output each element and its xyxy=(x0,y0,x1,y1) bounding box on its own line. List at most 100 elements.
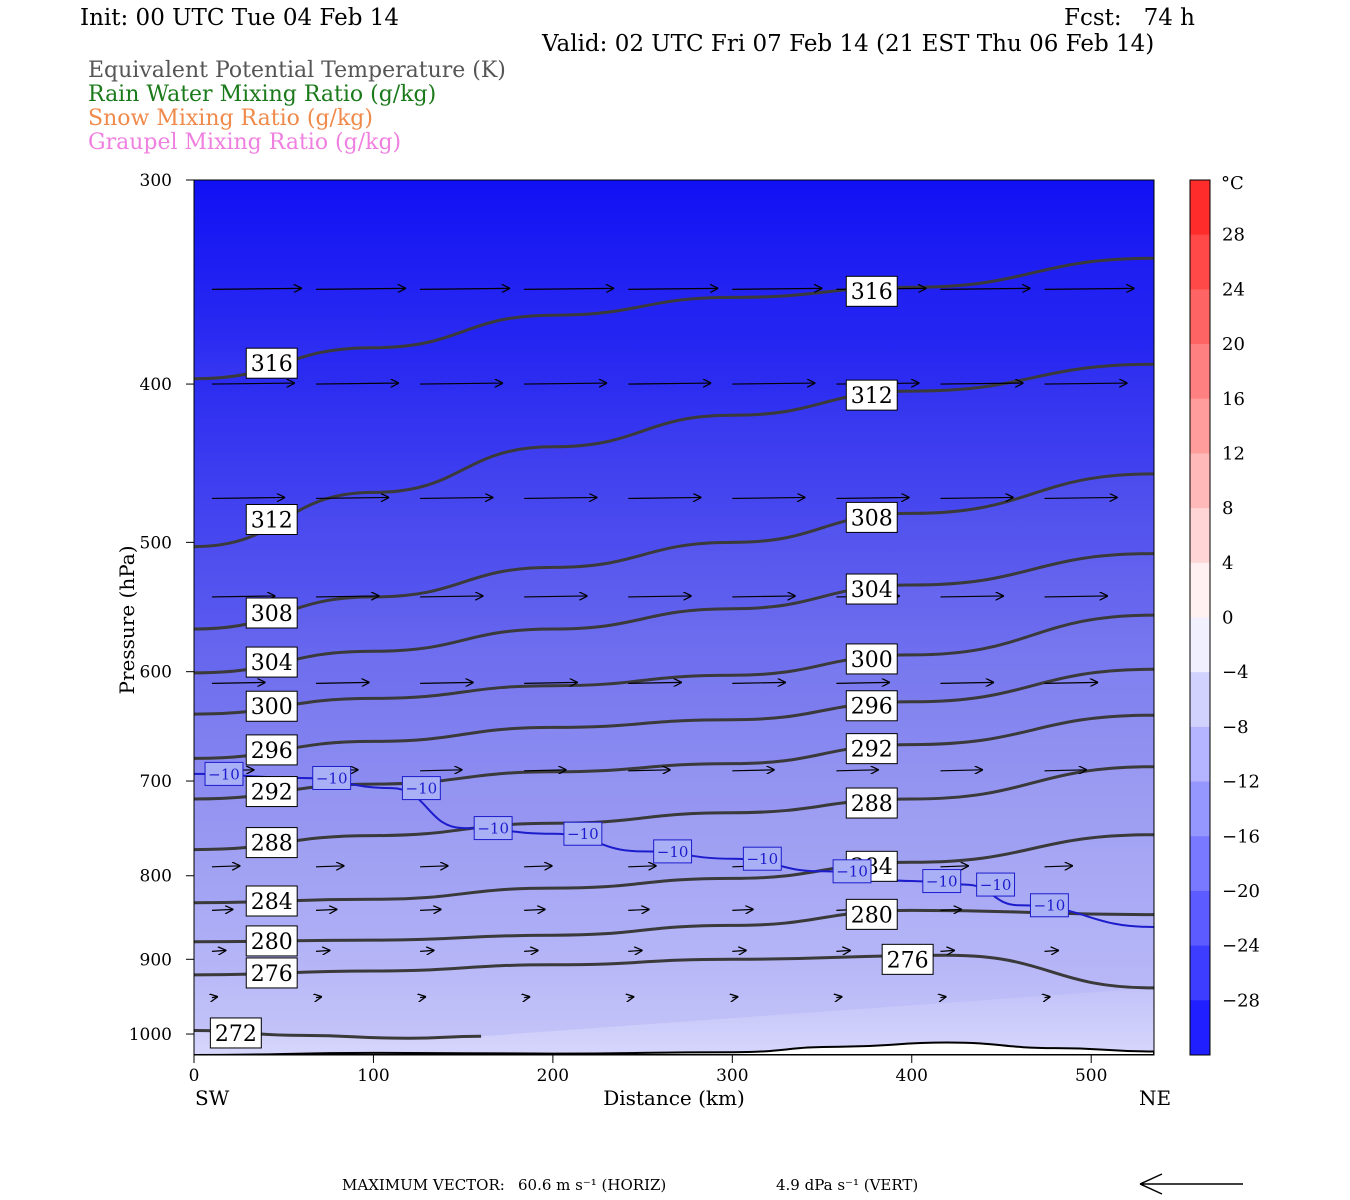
wind-vector xyxy=(524,909,545,910)
wind-vector xyxy=(420,770,462,771)
colorbar-tick-label: 0 xyxy=(1222,608,1233,629)
theta-e-label-296-mid: 296 xyxy=(845,690,898,722)
wind-vector xyxy=(315,909,337,910)
wind-vector xyxy=(211,596,275,597)
temperature-band xyxy=(194,364,1154,629)
colorbar-tick-label: 24 xyxy=(1222,279,1245,300)
y-tick-label: 500 xyxy=(140,533,172,553)
wind-vector xyxy=(420,950,434,951)
theta-e-label-304-mid: 304 xyxy=(845,573,898,605)
theta-e-label-304-text: 304 xyxy=(251,651,293,676)
wind-vector xyxy=(940,866,968,867)
temperature-label-minus10: −10 xyxy=(832,859,872,884)
theta-e-contour-296 xyxy=(194,667,1154,760)
colorbar-cell xyxy=(1190,508,1210,564)
theta-e-label-312: 312 xyxy=(245,503,298,535)
y-tick-label: 900 xyxy=(140,950,172,970)
max-vector-label: MAXIMUM VECTOR: xyxy=(342,1176,505,1194)
wind-vector xyxy=(212,997,218,998)
forecast-hour: Fcst: 74 h xyxy=(1064,5,1195,31)
theta-e-label-312-mid-text: 312 xyxy=(851,384,893,409)
wind-vector xyxy=(940,288,1030,289)
terrain xyxy=(194,1041,1154,1055)
temperature-label-minus10-text: −10 xyxy=(926,872,958,890)
theta-e-label-300-mid-text: 300 xyxy=(851,648,893,673)
wind-vector xyxy=(1044,950,1059,951)
colorbar-cell xyxy=(1190,453,1210,509)
colorbar-tick-label: −8 xyxy=(1222,717,1249,738)
wind-vector xyxy=(420,288,510,289)
colorbar-tick-label: 4 xyxy=(1222,553,1233,574)
temperature-label-minus10-text: −10 xyxy=(477,819,509,837)
theta-e-label-276-text: 276 xyxy=(251,962,293,987)
theta-e-contour-284 xyxy=(194,833,1154,905)
y-tick-label: 300 xyxy=(140,171,172,191)
colorbar-tick-label: 16 xyxy=(1222,389,1245,410)
temperature-band xyxy=(194,669,1154,799)
theta-e-label-292-mid-text: 292 xyxy=(851,738,893,763)
theta-e-label-280-text: 280 xyxy=(251,930,293,955)
y-axis-label: Pressure (hPa) xyxy=(115,546,139,695)
wind-vector xyxy=(420,596,483,597)
colorbar-cell xyxy=(1190,672,1210,728)
wind-vector xyxy=(211,288,302,289)
theta-e-label-296-text: 296 xyxy=(251,739,293,764)
wind-vector xyxy=(940,770,982,771)
x-right-direction: NE xyxy=(1139,1086,1171,1110)
theta-e-contour-280 xyxy=(194,908,1154,944)
wind-vector xyxy=(420,909,441,910)
temperature-label-minus10: −10 xyxy=(473,816,513,841)
wind-vector xyxy=(732,950,746,951)
theta-e-label-272: 272 xyxy=(209,1017,262,1049)
colorbar-frame xyxy=(1189,179,1211,1056)
y-tick-label: 400 xyxy=(140,375,172,395)
wind-vector xyxy=(211,497,285,498)
theta-e-label-284-text: 284 xyxy=(251,890,293,915)
wind-vector xyxy=(940,383,1023,384)
x-axis-label: Distance (km) xyxy=(603,1086,745,1110)
colorbar-cell xyxy=(1190,289,1210,345)
wind-vector xyxy=(940,596,1003,597)
theta-e-label-316-mid-text: 316 xyxy=(851,280,893,305)
wind-vector xyxy=(524,383,607,384)
colorbar-tick-label: −12 xyxy=(1222,772,1260,793)
wind-vector xyxy=(315,866,344,867)
wind-vector xyxy=(1044,596,1108,597)
wind-vector xyxy=(1044,288,1135,289)
theta-e-label-312-mid: 312 xyxy=(845,379,898,411)
temperature-label-minus10-text: −10 xyxy=(836,863,868,881)
legend-theta-e: Equivalent Potential Temperature (K) xyxy=(88,58,506,83)
plot-frame xyxy=(193,179,1155,1056)
temperature-label-minus10: −10 xyxy=(742,846,782,871)
temperature-band xyxy=(194,553,1154,715)
theta-e-label-300: 300 xyxy=(245,690,298,722)
theta-e-label-304: 304 xyxy=(245,646,298,678)
theta-e-label-296: 296 xyxy=(245,734,298,766)
y-tick-label: 600 xyxy=(140,663,172,683)
theta-e-contour-304 xyxy=(194,552,1154,675)
colorbar-cell xyxy=(1190,781,1210,837)
wind-vector xyxy=(940,909,961,910)
colorbar-tick-label: −24 xyxy=(1222,936,1260,957)
temperature-band xyxy=(194,766,1154,903)
legend-rain: Rain Water Mixing Ratio (g/kg) xyxy=(88,82,437,107)
wind-vector xyxy=(211,383,295,384)
colorbar-cell xyxy=(1190,836,1210,892)
temperature-label-minus10: −10 xyxy=(401,776,441,801)
temperature-label-minus10-text: −10 xyxy=(316,769,348,787)
wind-vector xyxy=(420,497,493,498)
theta-e-contour-300 xyxy=(194,613,1154,716)
theta-e-label-316: 316 xyxy=(245,347,298,379)
wind-vector xyxy=(524,950,538,951)
max-vector-horiz: 60.6 m s⁻¹ (HORIZ) xyxy=(518,1176,667,1194)
wind-vector xyxy=(316,497,389,498)
colorbar-tick-label: 12 xyxy=(1222,443,1245,464)
wind-vector xyxy=(1044,866,1073,867)
colorbar-tick-label: 28 xyxy=(1222,225,1245,246)
colorbar-tick-label: −4 xyxy=(1222,662,1249,683)
colorbar-cell xyxy=(1190,1000,1210,1056)
wind-vector xyxy=(1045,997,1051,998)
wind-vector xyxy=(628,596,691,597)
temperature-label-minus10: −10 xyxy=(204,761,244,786)
max-vector-vert: 4.9 dPa s⁻¹ (VERT) xyxy=(776,1176,919,1194)
